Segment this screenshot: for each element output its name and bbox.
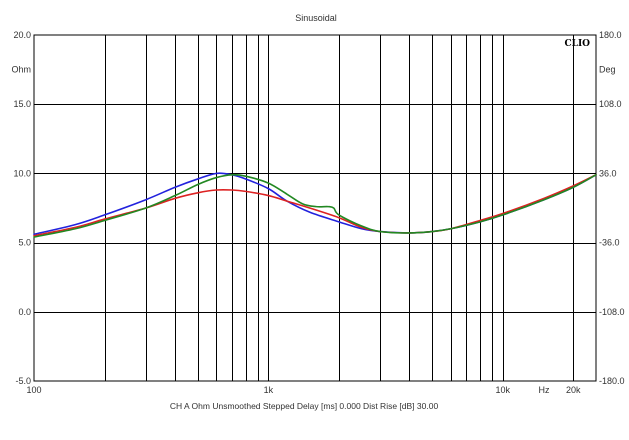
y-right-tick-label: -36.0 — [599, 238, 620, 248]
y-right-unit-label: Deg — [599, 65, 616, 75]
chart-title: Sinusoidal — [295, 13, 337, 23]
y-right-tick-label: 108.0 — [599, 99, 622, 109]
y-left-tick-label: 5.0 — [18, 238, 31, 248]
y-right-tick-label: -108.0 — [599, 307, 625, 317]
x-tick-label: Hz — [539, 385, 550, 395]
x-tick-label: 100 — [26, 385, 41, 395]
y-left-unit-label: Ohm — [11, 65, 31, 75]
x-tick-label: 1k — [264, 385, 274, 395]
chart-footer: CH A Ohm Unsmoothed Stepped Delay [ms] 0… — [170, 401, 439, 411]
y-left-tick-label: 10.0 — [13, 168, 31, 178]
y-right-tick-label: 36.0 — [599, 168, 617, 178]
tick-labels: 20.0 15.0 10.0 5.0 0.0 -5.0 Ohm 180.0 108.0 36.0 -… — [11, 30, 624, 395]
y-left-tick-label: -5.0 — [15, 376, 31, 386]
curves — [33, 172, 597, 238]
clio-logo: CLIO — [564, 39, 590, 49]
y-right-tick-label: 180.0 — [599, 30, 622, 40]
y-left-tick-label: 15.0 — [13, 99, 31, 109]
y-left-tick-label: 0.0 — [18, 307, 31, 317]
y-right-tick-label: -180.0 — [599, 376, 625, 386]
series-line-2 — [33, 173, 597, 237]
plot-frame — [33, 34, 597, 382]
y-left-tick-label: 20.0 — [13, 30, 31, 40]
series-line-3 — [33, 173, 597, 238]
x-tick-label: 20k — [566, 385, 581, 395]
x-tick-label: 10k — [495, 385, 510, 395]
grid-lines — [34, 35, 596, 381]
